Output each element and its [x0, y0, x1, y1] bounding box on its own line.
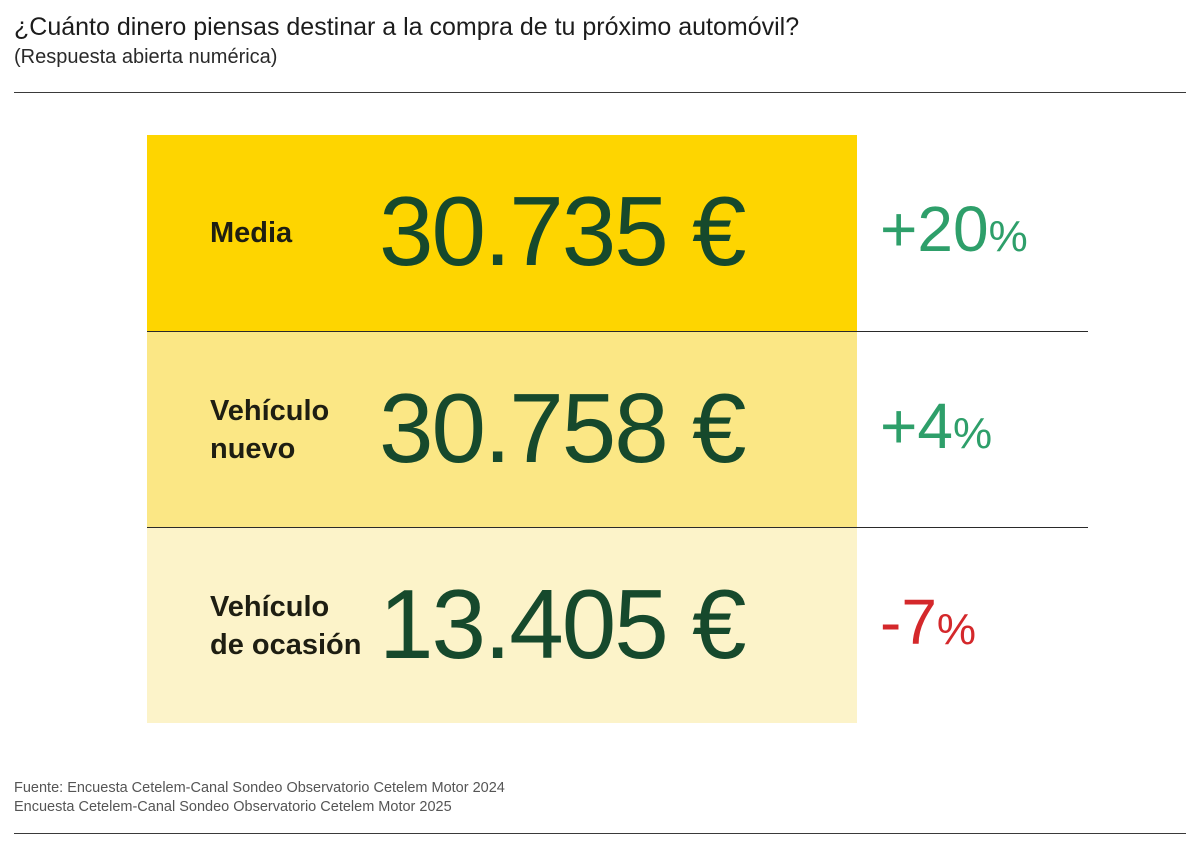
row-background [147, 528, 857, 723]
row-label-line: Vehículo [210, 394, 330, 427]
row-value: 13.405 € [379, 568, 746, 679]
bottom-divider [14, 833, 1186, 834]
change-unit: % [988, 212, 1028, 261]
source-line: Encuesta Cetelem-Canal Sondeo Observator… [14, 799, 452, 815]
change-unit: % [952, 408, 993, 458]
row-label-line: Media [210, 217, 293, 249]
row-label-line: nuevo [210, 432, 296, 465]
row-background [147, 332, 857, 527]
source-note: Fuente: Encuesta Cetelem-Canal Sondeo Ob… [14, 779, 505, 817]
row-label: Vehículo nuevo [210, 392, 380, 468]
table-row-media: Media 30.735 € +20% [147, 135, 1088, 331]
chart-title: ¿Cuánto dinero piensas destinar a la com… [14, 13, 800, 41]
source-line: Fuente: Encuesta Cetelem-Canal Sondeo Ob… [14, 780, 505, 796]
row-label-line: de ocasión [210, 628, 362, 661]
row-label: Vehículo de ocasión [210, 588, 380, 664]
chart-subtitle: (Respuesta abierta numérica) [14, 46, 278, 68]
top-divider [14, 92, 1186, 93]
row-value: 30.735 € [379, 176, 746, 286]
table-row-vehiculo-ocasion: Vehículo de ocasión 13.405 € -7% [147, 527, 1088, 723]
row-label-line: Vehículo [210, 590, 330, 623]
row-background [147, 135, 857, 331]
change-number: +20 [880, 193, 989, 265]
change-number: +4 [880, 389, 953, 462]
row-change: +20% [880, 194, 1028, 272]
change-number: -7 [880, 585, 937, 658]
row-change: +4% [880, 391, 992, 469]
row-label: Media [210, 214, 380, 252]
row-change: -7% [880, 587, 976, 665]
change-unit: % [936, 604, 977, 654]
stats-table: Media 30.735 € +20% Vehículo nuevo 30.75… [147, 135, 1088, 723]
row-value: 30.758 € [379, 372, 746, 483]
table-row-vehiculo-nuevo: Vehículo nuevo 30.758 € +4% [147, 331, 1088, 527]
